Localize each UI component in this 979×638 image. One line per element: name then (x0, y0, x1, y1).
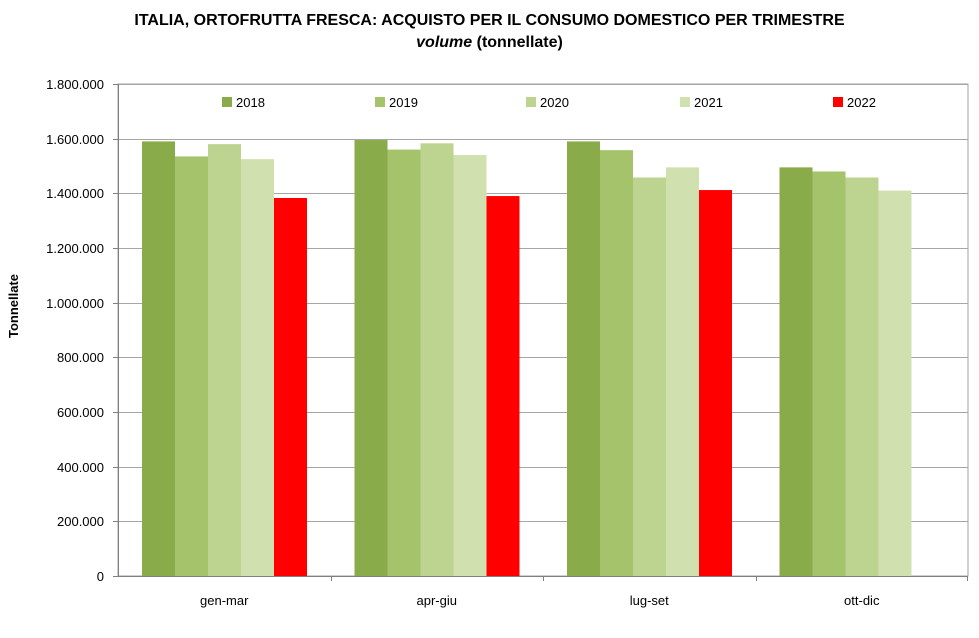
x-tick-label: lug-set (630, 593, 669, 608)
legend-label: 2021 (694, 95, 723, 110)
legend-swatch-2021 (680, 97, 690, 107)
bar-2021-gen-mar (241, 159, 274, 576)
bar-2019-lug-set (600, 150, 633, 576)
y-tick-label: 1.600.000 (46, 132, 104, 147)
x-tick-label: ott-dic (844, 593, 880, 608)
y-axis-title: Tonnellate (6, 274, 21, 338)
y-tick-label: 800.000 (57, 350, 104, 365)
bar-2022-apr-giu (486, 196, 520, 577)
bar-2021-ott-dic (878, 190, 912, 576)
y-tick-label: 1.000.000 (46, 296, 104, 311)
legend-swatch-2020 (526, 97, 536, 107)
x-tick-label: gen-mar (200, 593, 249, 608)
bar-2019-apr-giu (387, 149, 421, 576)
legend-label: 2019 (389, 95, 418, 110)
y-tick-label: 400.000 (57, 460, 104, 475)
y-tick-label: 600.000 (57, 405, 104, 420)
chart-title-main: ITALIA, ORTOFRUTTA FRESCA: ACQUISTO PER … (134, 12, 845, 29)
bar-2018-apr-giu (354, 140, 388, 577)
chart-subtitle-rest: (tonnellate) (472, 34, 563, 51)
bar-2021-apr-giu (453, 155, 487, 577)
bar-2018-lug-set (567, 141, 600, 576)
chart-title: ITALIA, ORTOFRUTTA FRESCA: ACQUISTO PER … (0, 10, 979, 54)
y-tick-label: 1.400.000 (46, 186, 104, 201)
bars (142, 140, 912, 577)
legend-label: 2020 (540, 95, 569, 110)
y-tick-label: 0 (97, 569, 104, 584)
bar-2018-ott-dic (779, 167, 813, 576)
bar-2020-lug-set (633, 177, 666, 577)
bar-2019-gen-mar (175, 156, 208, 576)
bar-2019-ott-dic (812, 171, 846, 576)
legend-swatch-2022 (833, 97, 843, 107)
bar-2020-ott-dic (845, 177, 879, 577)
axes: 0 200.000 400.000 600.000 800.000 1.000.000 1.… (46, 77, 968, 608)
bar-2021-lug-set (666, 167, 699, 576)
bar-2020-gen-mar (208, 144, 241, 576)
bar-2020-apr-giu (420, 143, 454, 576)
y-tick-label: 1.800.000 (46, 77, 104, 92)
x-tick-label: apr-giu (417, 593, 457, 608)
bar-2022-lug-set (699, 190, 732, 576)
legend: 2018 2019 2020 2021 2022 (222, 95, 876, 110)
y-tick-label: 1.200.000 (46, 241, 104, 256)
bar-2018-gen-mar (142, 141, 175, 576)
legend-swatch-2018 (222, 97, 232, 107)
y-tick-label: 200.000 (57, 514, 104, 529)
legend-label: 2022 (847, 95, 876, 110)
legend-swatch-2019 (375, 97, 385, 107)
chart-subtitle-italic: volume (416, 34, 473, 51)
legend-label: 2018 (236, 95, 265, 110)
chart-subtitle: volume (tonnellate) (0, 32, 979, 54)
bar-2022-gen-mar (274, 197, 307, 577)
